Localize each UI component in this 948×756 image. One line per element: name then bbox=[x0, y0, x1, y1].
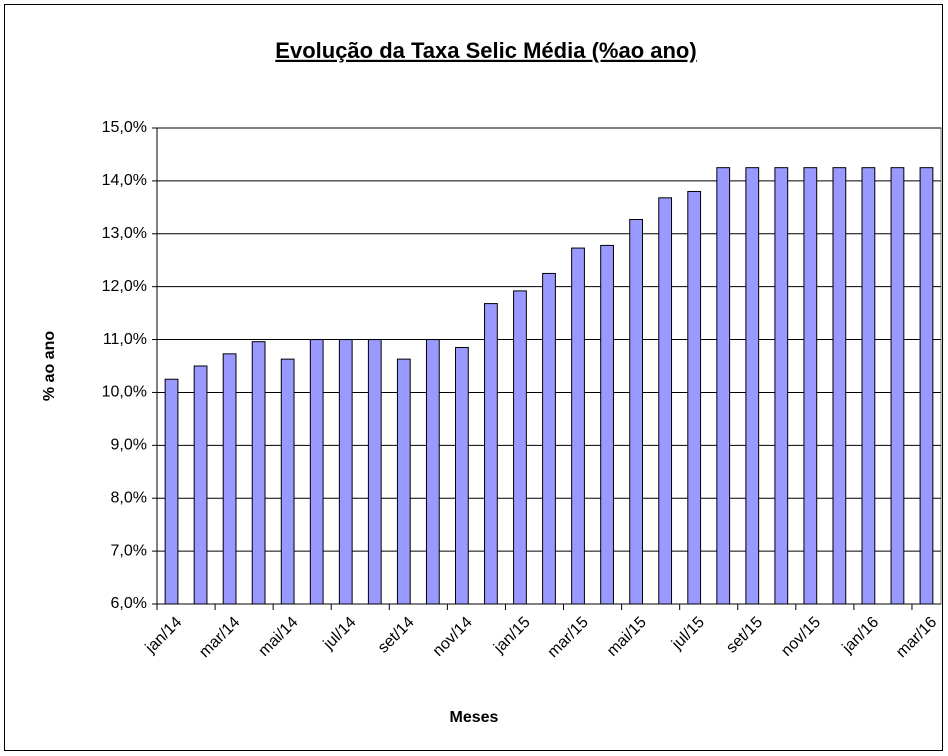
bar bbox=[280, 358, 295, 605]
y-tick-label: 12,0% bbox=[102, 278, 147, 295]
bar bbox=[164, 378, 179, 605]
bar bbox=[774, 167, 789, 605]
bar bbox=[658, 197, 673, 605]
chart-title: Evolução da Taxa Selic Média (%ao ano) bbox=[275, 38, 696, 63]
bar bbox=[803, 167, 818, 605]
bar bbox=[687, 190, 702, 605]
y-tick-label: 8,0% bbox=[111, 489, 147, 506]
bar bbox=[745, 167, 760, 605]
bar bbox=[861, 167, 876, 605]
bar bbox=[513, 290, 527, 605]
bar bbox=[484, 303, 498, 605]
bar bbox=[455, 346, 469, 605]
y-tick-label: 9,0% bbox=[111, 437, 147, 454]
bar bbox=[367, 339, 382, 605]
y-tick-label: 13,0% bbox=[102, 225, 147, 242]
bar bbox=[338, 339, 353, 605]
bar bbox=[309, 339, 324, 605]
bar bbox=[542, 272, 556, 605]
y-tick-label: 7,0% bbox=[111, 542, 147, 559]
bar bbox=[832, 167, 847, 605]
bar bbox=[716, 167, 731, 605]
bar bbox=[919, 167, 934, 605]
x-axis-label: Meses bbox=[450, 709, 499, 726]
y-tick-label: 10,0% bbox=[102, 384, 147, 401]
y-axis-label: % ao ano bbox=[41, 331, 58, 401]
bar bbox=[425, 339, 440, 605]
bar bbox=[890, 167, 905, 605]
bar bbox=[629, 218, 643, 605]
bar bbox=[600, 244, 614, 605]
y-tick-label: 6,0% bbox=[111, 595, 147, 612]
y-tick-label: 14,0% bbox=[102, 172, 147, 189]
bar bbox=[222, 353, 237, 605]
y-tick-label: 11,0% bbox=[103, 331, 147, 348]
bar bbox=[396, 358, 411, 605]
bar bbox=[193, 365, 208, 605]
y-tick-label: 15,0% bbox=[102, 119, 147, 136]
bar bbox=[251, 341, 266, 605]
bar bbox=[571, 247, 585, 605]
